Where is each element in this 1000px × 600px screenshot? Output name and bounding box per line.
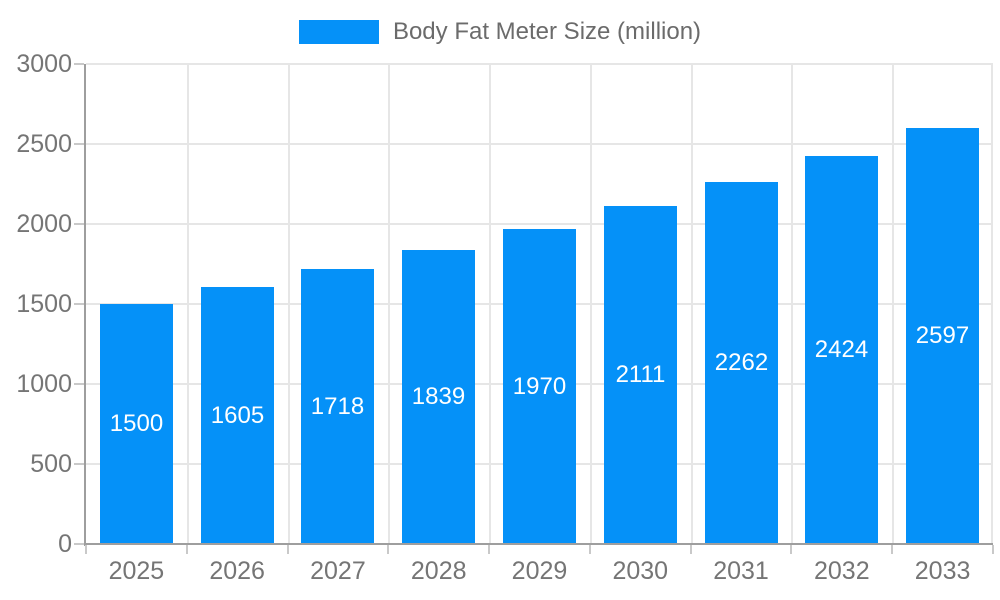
y-tick-mark <box>74 463 84 465</box>
v-gridline <box>892 64 894 544</box>
x-axis-tick-label: 2028 <box>410 557 467 585</box>
x-tick-mark <box>287 545 289 554</box>
bar-value-label: 1839 <box>411 383 466 410</box>
v-gridline <box>187 64 189 544</box>
x-tick-mark <box>790 545 792 554</box>
bar-2028[interactable]: 1839 <box>402 250 475 544</box>
bar-2027[interactable]: 1718 <box>301 269 374 544</box>
v-gridline <box>791 64 793 544</box>
x-axis-line <box>84 543 993 545</box>
y-axis-tick-label: 2000 <box>16 210 72 238</box>
y-axis-tick-label: 2500 <box>16 130 72 158</box>
bar-2032[interactable]: 2424 <box>805 156 878 544</box>
x-axis-tick-label: 2033 <box>914 557 971 585</box>
v-gridline <box>691 64 693 544</box>
x-tick-mark <box>387 545 389 554</box>
v-gridline <box>590 64 592 544</box>
h-gridline <box>86 143 993 145</box>
v-gridline <box>388 64 390 544</box>
y-tick-mark <box>74 143 84 145</box>
y-axis-tick-label: 0 <box>58 530 72 558</box>
x-axis-tick-label: 2026 <box>209 557 265 585</box>
legend[interactable]: Body Fat Meter Size (million) <box>0 18 1000 46</box>
bar-value-label: 2597 <box>915 322 970 349</box>
x-tick-mark <box>85 545 87 554</box>
bar-value-label: 1500 <box>109 410 164 437</box>
y-axis-tick-label: 500 <box>30 450 72 478</box>
x-axis-tick-label: 2031 <box>713 557 769 585</box>
y-tick-mark <box>74 303 84 305</box>
x-tick-mark <box>488 545 490 554</box>
v-gridline <box>288 64 290 544</box>
y-tick-mark <box>74 383 84 385</box>
bar-2025[interactable]: 1500 <box>100 304 173 544</box>
bar-value-label: 1605 <box>210 401 265 429</box>
bar-value-label: 2262 <box>714 349 769 376</box>
y-axis-tick-label: 3000 <box>16 50 72 78</box>
y-tick-mark <box>74 223 84 225</box>
x-tick-mark <box>992 545 994 554</box>
bar-value-label: 1718 <box>310 392 365 420</box>
x-tick-mark <box>891 545 893 554</box>
bar-2029[interactable]: 1970 <box>503 229 576 544</box>
y-axis-tick-label: 1000 <box>16 370 72 398</box>
x-axis-tick-label: 2030 <box>612 557 669 585</box>
y-tick-mark <box>74 63 84 65</box>
v-gridline <box>489 64 491 544</box>
y-axis-tick-label: 1500 <box>16 290 72 318</box>
x-axis-tick-label: 2032 <box>814 557 870 585</box>
bar-2026[interactable]: 1605 <box>201 287 274 544</box>
x-tick-mark <box>186 545 188 554</box>
x-axis-tick-label: 2029 <box>511 557 568 585</box>
bar-2030[interactable]: 2111 <box>604 206 677 544</box>
h-gridline <box>86 63 993 65</box>
bar-value-label: 1970 <box>512 372 567 400</box>
bar-2031[interactable]: 2262 <box>705 182 778 544</box>
legend-swatch <box>298 20 379 44</box>
x-axis-tick-label: 2027 <box>310 557 366 585</box>
bar-value-label: 2424 <box>814 336 869 363</box>
x-tick-mark <box>690 545 692 554</box>
v-gridline <box>991 64 993 544</box>
y-axis-line <box>84 64 86 546</box>
bar-2033[interactable]: 2597 <box>906 128 979 544</box>
chart-title: Body Fat Meter Size (million) <box>392 18 702 45</box>
x-tick-mark <box>589 545 591 554</box>
y-tick-mark <box>74 543 84 545</box>
x-axis-tick-label: 2025 <box>108 557 165 585</box>
bar-value-label: 2111 <box>615 361 666 388</box>
h-gridline <box>86 223 993 225</box>
plot-area: 1500 1605 1718 1839 1970 2111 2262 2424 2597 <box>86 63 993 544</box>
